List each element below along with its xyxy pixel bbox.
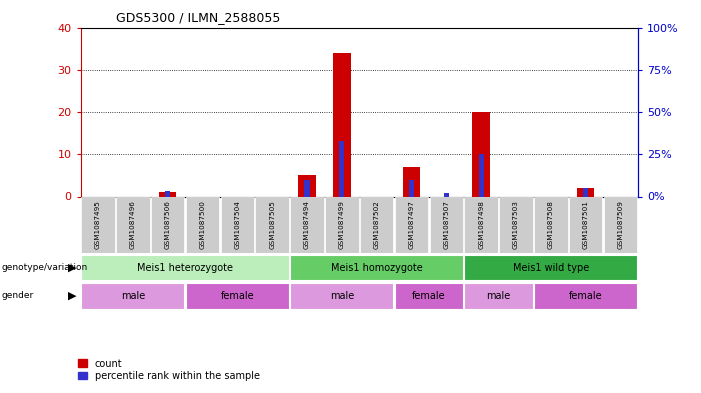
Text: male: male <box>486 291 511 301</box>
Bar <box>577 188 594 196</box>
Bar <box>290 283 393 309</box>
Bar <box>444 193 449 196</box>
Bar <box>81 196 115 253</box>
Text: female: female <box>412 291 446 301</box>
Bar <box>299 175 315 196</box>
Text: female: female <box>221 291 254 301</box>
Bar <box>479 154 484 196</box>
Text: Meis1 heterozygote: Meis1 heterozygote <box>137 263 233 273</box>
Text: GSM1087498: GSM1087498 <box>478 200 484 250</box>
Bar <box>360 196 393 253</box>
Text: GSM1087505: GSM1087505 <box>269 200 275 250</box>
Bar <box>430 196 463 253</box>
Bar <box>333 53 350 196</box>
Text: GSM1087494: GSM1087494 <box>304 200 310 250</box>
Text: GSM1087497: GSM1087497 <box>409 200 414 250</box>
Text: male: male <box>121 291 145 301</box>
Text: GDS5300 / ILMN_2588055: GDS5300 / ILMN_2588055 <box>116 11 280 24</box>
Text: GSM1087496: GSM1087496 <box>130 200 136 250</box>
Bar <box>534 196 568 253</box>
Text: gender: gender <box>1 292 34 300</box>
Text: GSM1087502: GSM1087502 <box>374 200 380 250</box>
Legend: count, percentile rank within the sample: count, percentile rank within the sample <box>79 358 260 381</box>
Bar <box>186 283 289 309</box>
Bar <box>583 188 588 196</box>
Bar <box>534 283 637 309</box>
Bar <box>221 196 254 253</box>
Bar <box>403 167 420 196</box>
Bar <box>465 255 637 280</box>
Text: Meis1 wild type: Meis1 wild type <box>512 263 589 273</box>
Text: female: female <box>569 291 602 301</box>
Bar <box>499 196 533 253</box>
Bar <box>465 196 498 253</box>
Bar <box>409 180 414 196</box>
Text: male: male <box>329 291 354 301</box>
Bar <box>159 192 177 196</box>
Bar <box>81 255 289 280</box>
Text: GSM1087495: GSM1087495 <box>95 200 101 250</box>
Text: GSM1087503: GSM1087503 <box>513 200 519 250</box>
Bar <box>339 141 344 196</box>
Text: GSM1087507: GSM1087507 <box>443 200 449 250</box>
Bar <box>304 180 310 196</box>
Text: Meis1 homozygote: Meis1 homozygote <box>331 263 423 273</box>
Bar <box>186 196 219 253</box>
Bar <box>395 283 463 309</box>
Bar <box>165 191 170 196</box>
Bar <box>472 112 490 196</box>
Bar <box>395 196 428 253</box>
Text: GSM1087509: GSM1087509 <box>618 200 623 250</box>
Text: genotype/variation: genotype/variation <box>1 263 88 272</box>
Bar <box>290 255 463 280</box>
Text: GSM1087508: GSM1087508 <box>548 200 554 250</box>
Bar <box>465 283 533 309</box>
Bar <box>604 196 637 253</box>
Bar <box>255 196 289 253</box>
Bar <box>569 196 602 253</box>
Bar <box>81 283 184 309</box>
Bar <box>151 196 184 253</box>
Text: GSM1087499: GSM1087499 <box>339 200 345 250</box>
Text: ▶: ▶ <box>68 263 76 273</box>
Text: GSM1087501: GSM1087501 <box>583 200 589 250</box>
Text: GSM1087500: GSM1087500 <box>200 200 205 250</box>
Text: ▶: ▶ <box>68 291 76 301</box>
Bar <box>325 196 359 253</box>
Bar <box>290 196 324 253</box>
Text: GSM1087504: GSM1087504 <box>234 200 240 250</box>
Bar <box>116 196 149 253</box>
Text: GSM1087506: GSM1087506 <box>165 200 170 250</box>
